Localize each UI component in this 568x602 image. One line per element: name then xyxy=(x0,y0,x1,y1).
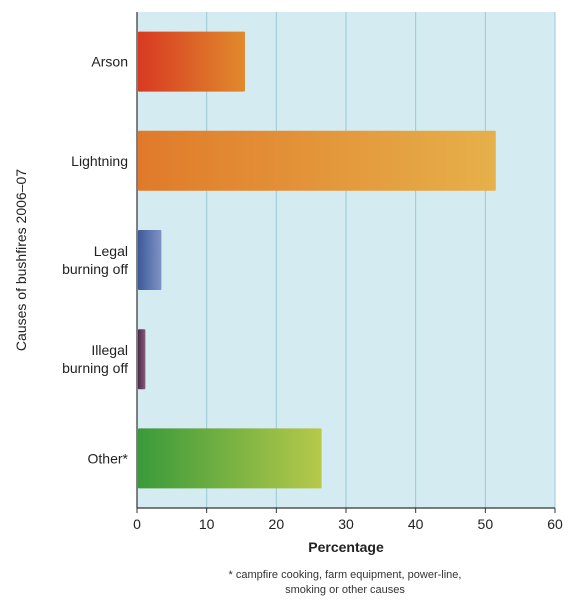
x-tick-label: 20 xyxy=(269,516,285,532)
bar xyxy=(138,230,162,290)
x-tick-label: 10 xyxy=(199,516,215,532)
axes xyxy=(136,12,556,513)
bar xyxy=(138,130,496,191)
category-label: Legal burning off xyxy=(62,243,128,277)
x-tick-label: 30 xyxy=(338,516,354,532)
x-tick-label: 40 xyxy=(408,516,424,532)
bar xyxy=(138,31,245,92)
x-tick-label: 50 xyxy=(478,516,494,532)
x-tick-label: 60 xyxy=(547,516,563,532)
bar xyxy=(138,329,146,390)
gridlines xyxy=(206,12,556,508)
category-label: Lightning xyxy=(71,153,128,169)
x-tick-labels: 0 10 20 30 40 50 60 xyxy=(133,516,563,532)
x-tick-label: 0 xyxy=(133,516,141,532)
footnote-line-2: smoking or other causes xyxy=(285,584,405,596)
category-label: Other* xyxy=(88,450,129,466)
footnote-line-1: * campfire cooking, farm equipment, powe… xyxy=(228,569,462,581)
y-axis-title: Causes of bushfires 2006–07 xyxy=(13,169,29,351)
category-label: Arson xyxy=(91,54,128,70)
bars xyxy=(138,31,496,489)
x-axis-title: Percentage xyxy=(308,539,384,555)
footnote: * campfire cooking, farm equipment, powe… xyxy=(140,568,550,598)
category-label: Illegal burning off xyxy=(62,342,128,376)
category-labels: Arson Lightning Legal burning off Illegal bur… xyxy=(62,54,128,467)
bar xyxy=(138,428,322,489)
